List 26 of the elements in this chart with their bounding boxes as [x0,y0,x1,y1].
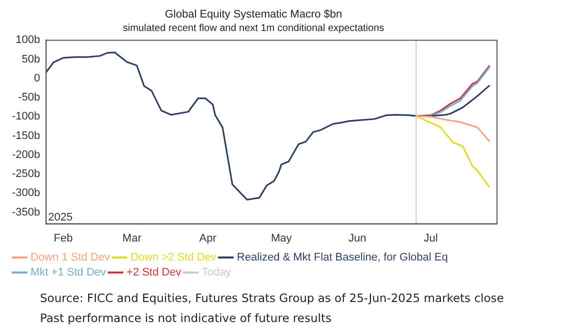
x-tick-label: Apr [199,232,217,244]
y-tick-label: -350b [12,206,40,218]
x-tick-label: Feb [54,232,73,244]
chart-subtitle: simulated recent flow and next 1m conditional expectations [122,22,384,34]
legend-label: Down 1 Std Dev [30,252,110,264]
y-tick-label: -50b [18,92,40,104]
y-tick-label: -200b [12,148,40,161]
x-tick-label: Mar [122,232,142,244]
y-tick-label: -300b [12,187,40,200]
x-tick-label: Jun [348,232,366,244]
legend-label: Mkt +1 Std Dev [30,266,106,279]
y-tick-label: -150b [12,130,40,142]
chart-title: Global Equity Systematic Macro $bn [164,8,342,21]
legend-label: Down >2 Std Dev [130,252,217,264]
legend-label: Realized & Mkt Flat Baseline, for Global Eq [236,252,448,264]
y-tick-label: -100b [12,110,40,123]
y-tick-label: 100b [16,34,40,46]
y-tick-label: 0 [34,72,40,84]
legend-label: +2 Std Dev [126,266,182,279]
text: Past performance is not indicative of future results [40,310,332,327]
x-tick-label: Jul [424,232,438,244]
source-note: Source: FICC and Equities, Futures Strats Group as of 25-Jun-2025 markets close [40,290,505,307]
y-tick-label: -250b [12,168,40,180]
y-tick-label: 50b [22,53,40,66]
annotation: 2025 [48,211,73,224]
x-tick-label: May [270,232,292,244]
